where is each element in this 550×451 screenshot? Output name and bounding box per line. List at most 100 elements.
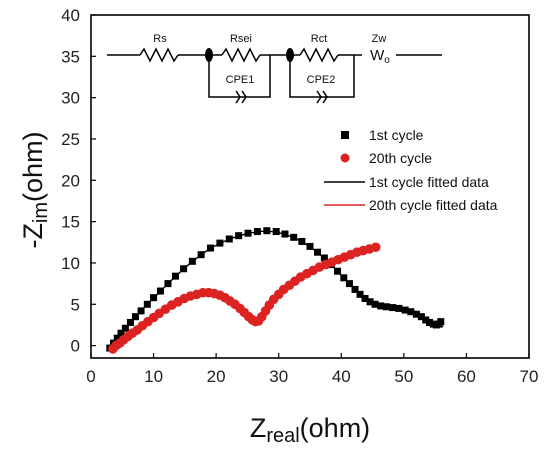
x-axis-title-main: Z (250, 413, 267, 443)
circuit-node-2 (286, 48, 294, 62)
legend-marker-20th-cycle (340, 153, 350, 163)
data-point-square (377, 302, 385, 310)
label-cpe2: CPE2 (307, 74, 336, 86)
data-point-square (334, 267, 342, 275)
data-point-square (314, 248, 322, 256)
data-point-square (263, 227, 271, 235)
y-tick-label: 0 (71, 337, 80, 356)
x-tick-label: 10 (144, 367, 163, 386)
label-rs: Rs (153, 33, 167, 45)
x-tick-label: 70 (520, 367, 539, 386)
data-point-square (164, 280, 172, 288)
y-axis-title-main: -Z (18, 223, 48, 248)
legend-label-20th-cycle: 20th cycle (369, 150, 432, 166)
data-point-square (340, 274, 348, 282)
label-wo: Wo (370, 47, 390, 66)
x-axis-title: Zreal(ohm) (250, 413, 370, 447)
data-point-square (180, 265, 188, 273)
resistor-rs (139, 47, 179, 63)
data-point-square (366, 298, 374, 306)
cpe2-symbol-2 (322, 90, 328, 104)
data-point-square (216, 239, 224, 247)
legend-label-1st-cycle: 1st cycle (369, 127, 424, 143)
data-point-square (244, 229, 252, 237)
data-point-square (412, 310, 420, 318)
label-cpe1: CPE1 (226, 74, 255, 86)
legend-label-1st-fitted: 1st cycle fitted data (369, 174, 489, 190)
data-point-square (225, 235, 233, 243)
circuit-node-1 (205, 48, 213, 62)
data-point-square (306, 242, 314, 250)
data-point-square (253, 228, 261, 236)
legend-label-20th-fitted: 20th cycle fitted data (369, 197, 498, 213)
data-point-square (426, 318, 434, 326)
label-wo-sub: o (384, 55, 390, 66)
data-point-square (382, 303, 390, 311)
data-point-square (298, 237, 306, 245)
y-tick-label: 35 (61, 47, 80, 66)
data-point-circle (370, 242, 381, 253)
resistor-rct (299, 47, 339, 63)
label-rct: Rct (311, 33, 328, 45)
y-tick-label: 5 (71, 295, 80, 314)
data-point-square (395, 304, 403, 312)
data-point-square (401, 306, 409, 314)
x-tick-label: 20 (207, 367, 226, 386)
y-axis-title-sub: im (30, 202, 52, 223)
data-point-square (171, 272, 179, 280)
plot-frame (90, 14, 530, 359)
x-axis-title-sub: real (266, 425, 299, 447)
equivalent-circuit-inset (107, 47, 442, 104)
data-point-square (361, 294, 369, 302)
data-point-square (437, 318, 445, 326)
x-tick-label: 60 (457, 367, 476, 386)
label-wo-main: W (370, 47, 385, 64)
x-tick-label: 30 (269, 367, 288, 386)
data-point-square (281, 230, 289, 238)
data-point-square (371, 300, 379, 308)
cpe2-symbol (316, 90, 322, 104)
y-tick-label: 10 (61, 254, 80, 273)
y-tick-label: 15 (61, 213, 80, 232)
x-axis-ticks: 0 10 20 30 40 50 60 70 (86, 353, 538, 386)
data-point-square (389, 304, 397, 312)
x-tick-label: 40 (332, 367, 351, 386)
data-point-square (137, 307, 145, 315)
y-tick-label: 25 (61, 130, 80, 149)
data-point-square (235, 232, 243, 240)
data-point-square (117, 329, 125, 337)
data-point-square (143, 300, 151, 308)
label-rsei: Rsei (230, 33, 252, 45)
data-point-square (126, 318, 134, 326)
label-zw: Zw (372, 33, 387, 45)
y-axis-ticks: 0 5 10 15 20 25 30 35 40 (61, 6, 96, 356)
data-point-square (345, 280, 353, 288)
y-axis-title-unit: (ohm) (18, 131, 48, 202)
data-point-square (197, 251, 205, 259)
y-tick-label: 20 (61, 171, 80, 190)
resistor-rsei (221, 47, 261, 63)
data-point-square (272, 228, 280, 236)
data-point-square (351, 285, 359, 293)
x-tick-label: 50 (394, 367, 413, 386)
data-point-square (188, 257, 196, 265)
data-point-square (290, 233, 298, 241)
x-axis-title-unit: (ohm) (300, 413, 371, 443)
data-point-square (207, 244, 215, 252)
data-point-square (121, 324, 129, 332)
cpe1-symbol-2 (241, 90, 247, 104)
data-point-square (422, 316, 430, 324)
data-point-square (356, 290, 364, 298)
cpe1-symbol (235, 90, 241, 104)
x-tick-label: 0 (86, 367, 95, 386)
data-point-square (407, 308, 415, 316)
legend: 1st cycle 20th cycle 1st cycle fitted da… (324, 127, 498, 213)
y-tick-label: 40 (61, 6, 80, 25)
cpe2-branch-wire (289, 55, 355, 98)
data-markers (106, 227, 445, 354)
data-point-square (417, 313, 425, 321)
data-point-square (113, 334, 121, 342)
legend-marker-1st-cycle (341, 131, 349, 139)
data-point-square (131, 313, 139, 321)
